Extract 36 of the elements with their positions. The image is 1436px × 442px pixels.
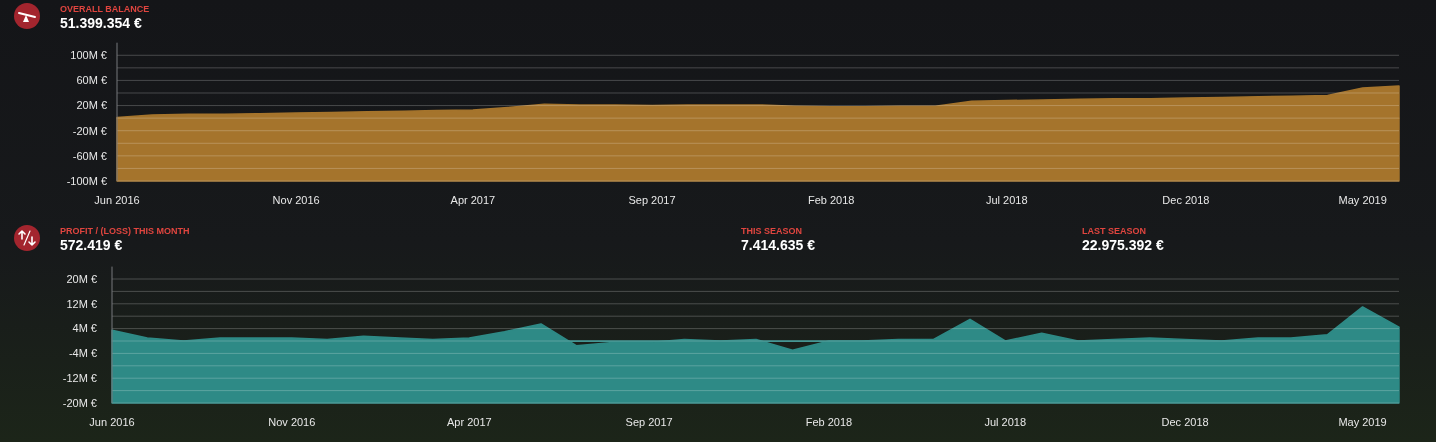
x-tick-label: Apr 2017 (450, 194, 496, 206)
y-tick-label: 20M € (76, 99, 107, 112)
chart-subtitle: 572.419 € (60, 237, 123, 253)
y-tick-label: -100M € (66, 174, 107, 187)
x-tick-label: Nov 2016 (272, 194, 320, 206)
text: THIS SEASON (741, 226, 803, 236)
chart-title: OVERALL BALANCE (60, 4, 150, 14)
y-tick-label: -4M € (68, 347, 97, 360)
x-tick-label: Sep 2017 (628, 194, 676, 206)
x-tick-label: Feb 2018 (807, 194, 855, 206)
y-tick-label: -20M € (72, 124, 107, 137)
x-tick-label: Dec 2018 (1162, 194, 1210, 206)
x-tick-label: Jun 2016 (94, 194, 140, 206)
chart-title: PROFIT / (LOSS) THIS MONTH (60, 226, 190, 236)
x-tick-label: May 2019 (1338, 416, 1387, 428)
x-tick-label: Nov 2016 (268, 416, 316, 428)
x-tick-label: Apr 2017 (446, 416, 492, 428)
y-tick-label: 100M € (70, 49, 107, 62)
x-tick-label: Jul 2018 (984, 416, 1027, 428)
y-tick-label: -20M € (62, 396, 97, 409)
y-tick-label: 60M € (76, 74, 107, 87)
y-tick-label: -12M € (62, 372, 97, 385)
y-tick-label: 4M € (72, 322, 97, 335)
x-tick-label: Dec 2018 (1161, 416, 1209, 428)
x-tick-label: May 2019 (1338, 194, 1387, 206)
x-tick-label: Sep 2017 (625, 416, 673, 428)
chart-subtitle: 51.399.354 € (60, 15, 142, 31)
x-tick-label: Jul 2018 (985, 194, 1028, 206)
y-tick-label: 20M € (66, 272, 97, 285)
x-tick-label: Feb 2018 (805, 416, 853, 428)
text: 7.414.635 € (741, 237, 816, 253)
text: 22.975.392 € (1082, 237, 1164, 253)
text: LAST SEASON (1082, 226, 1147, 236)
y-tick-label: 12M € (66, 297, 97, 310)
y-tick-label: -60M € (72, 149, 107, 162)
x-tick-label: Jun 2016 (89, 416, 135, 428)
